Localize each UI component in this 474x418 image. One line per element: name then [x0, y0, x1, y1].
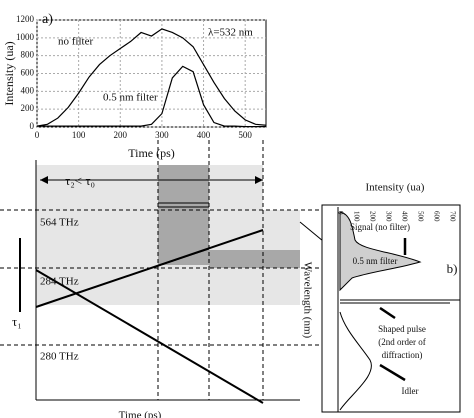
y-tick-label: 600: [21, 68, 35, 78]
chirp: [35, 229, 264, 308]
intensity-tick-label: 200: [368, 211, 376, 222]
tau1-label: τ₁: [12, 314, 22, 329]
plot-area: [36, 19, 267, 128]
y-tick-label: 400: [21, 85, 35, 95]
freq-label: 564 THz: [40, 217, 79, 229]
x-label: Time (ps): [119, 410, 162, 418]
panel-label: b): [447, 261, 458, 276]
x-tick-label: 0: [35, 130, 40, 140]
annotation: Idler: [402, 386, 419, 396]
series-label: 0.5 nm filter: [103, 92, 158, 104]
freq-label: 280 THz: [40, 351, 79, 363]
chirp: [157, 248, 210, 267]
series-line: [36, 28, 267, 127]
y-label: Intensity (ua): [2, 41, 16, 105]
intensity-label: Intensity (ua): [366, 182, 425, 194]
arrow: [379, 306, 396, 320]
window: [209, 250, 300, 268]
intensity-tick-label: 500: [416, 211, 424, 222]
panel-label: a): [42, 12, 53, 27]
annotation: 0.5 nm filter: [353, 256, 398, 266]
signal-curve: [339, 211, 422, 292]
annotation: λ=532 nm: [208, 27, 253, 39]
tau-label: τ₂< τ₀: [65, 173, 95, 188]
y-tick-label: 1200: [16, 14, 35, 24]
y-tick-label: 800: [21, 50, 35, 60]
intensity-tick-label: 400: [400, 211, 408, 222]
intensity-tick-label: 700: [448, 211, 456, 222]
annotation: Shaped pulse: [378, 324, 426, 334]
annotation: (2nd order of: [378, 337, 425, 347]
x-tick-label: 500: [238, 130, 252, 140]
x-tick-label: 300: [155, 130, 169, 140]
series-line: [37, 65, 266, 128]
annotation: Signal (no filter): [350, 222, 410, 232]
intensity-tick-label: 100: [352, 211, 360, 222]
y-tick-label: 0: [30, 121, 35, 131]
intensity-tick-label: 300: [384, 211, 392, 222]
intensity-tick-label: 600: [432, 211, 440, 222]
intensity-tick-label: 0: [336, 211, 344, 215]
x-tick-label: 100: [72, 130, 86, 140]
y-tick-label: 1000: [16, 32, 35, 42]
wavelength-label: Wavelength (nm): [301, 262, 313, 339]
freq-label: 284 THz: [40, 276, 79, 288]
y-tick-label: 200: [21, 103, 35, 113]
annotation: diffraction): [382, 350, 423, 360]
panel-b-frame: [321, 204, 461, 413]
series-label: no filter: [58, 36, 93, 48]
chirp: [35, 269, 264, 404]
x-tick-label: 200: [114, 130, 128, 140]
band: [36, 165, 263, 210]
x-label: Time (ps): [128, 146, 175, 160]
x-tick-label: 400: [197, 130, 211, 140]
arrow: [379, 363, 406, 382]
window: [158, 165, 209, 265]
idler-curve: [339, 311, 372, 411]
